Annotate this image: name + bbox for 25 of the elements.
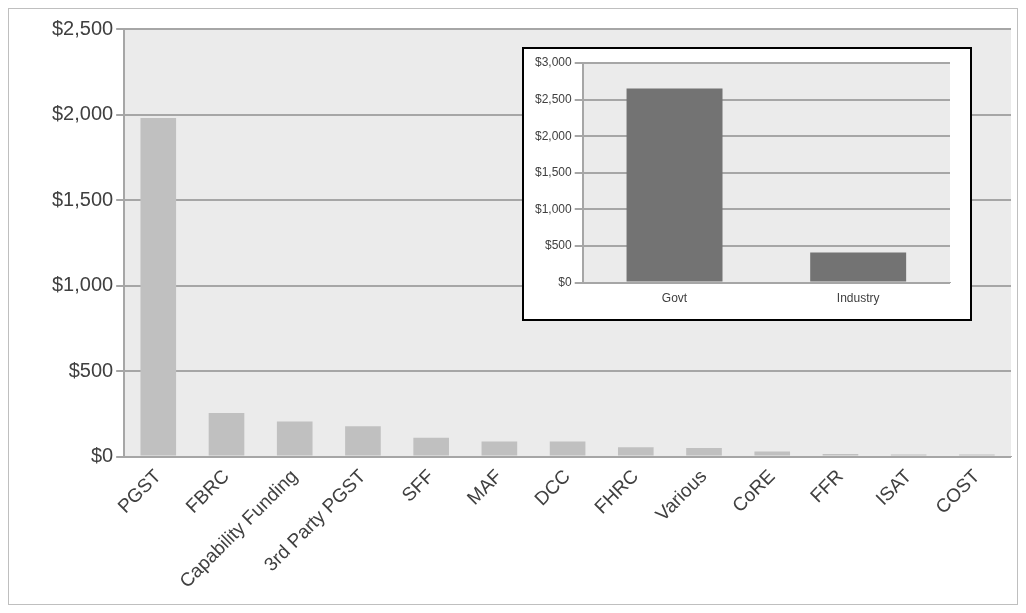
y-tick-label: $0 [90,444,114,467]
x-tick-label: Govt [661,291,688,306]
bar [345,426,381,456]
y-tick-label: $500 [545,238,573,253]
y-tick-label: $1,500 [52,187,114,210]
y-tick-label: $2,000 [52,102,114,125]
bar [754,451,791,456]
y-tick-label: $3,000 [535,55,573,70]
y-tick-label: $0 [558,274,573,289]
y-tick-label: $1,000 [535,201,573,216]
y-tick-label: $1,000 [52,273,114,296]
bar [413,437,449,456]
bar [276,421,313,456]
bar [208,412,245,456]
y-tick-label: $1,500 [535,165,573,180]
y-tick-label: $2,500 [52,16,114,39]
y-tick-label: $500 [68,358,114,381]
y-tick-label: $2,000 [535,128,573,143]
bar [481,441,518,456]
bar [140,117,177,456]
bar [686,448,722,456]
y-tick-label: $2,500 [535,91,573,106]
x-tick-label: Industry [836,291,880,306]
bar [617,447,654,456]
bar [549,441,586,456]
